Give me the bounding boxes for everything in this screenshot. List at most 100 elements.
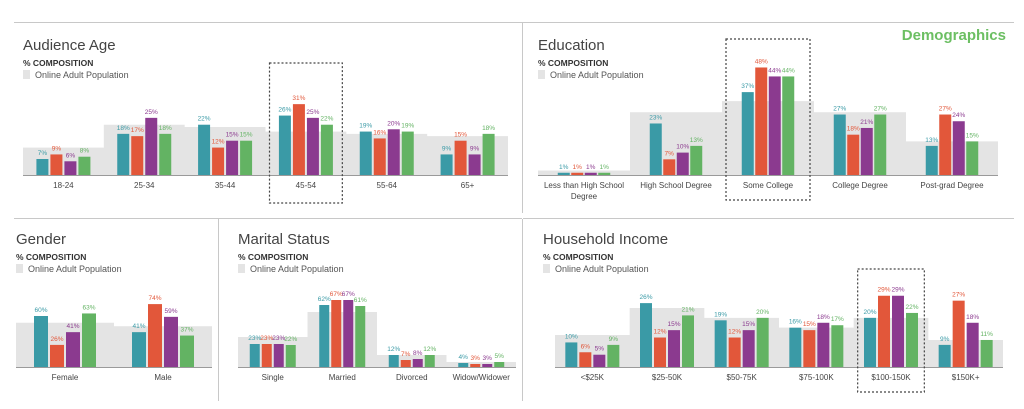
highlight-box: [857, 268, 925, 393]
bar: [180, 335, 194, 367]
legend-label: Online Adult Population: [28, 264, 122, 274]
category-label: High School Degree: [640, 181, 712, 190]
data-label: 7%: [38, 150, 48, 157]
data-label: 9%: [609, 336, 619, 343]
bar: [584, 172, 597, 175]
data-label: 37%: [741, 83, 754, 90]
data-label: 8%: [413, 350, 423, 357]
data-label: 23%: [272, 335, 285, 342]
bar: [240, 140, 253, 175]
bar: [676, 152, 689, 175]
chart-svg: 10%6% 5%9%<$25K26%12%15%21%$25-50K19%12%1…: [555, 268, 1003, 393]
legend-label: Online Adult Population: [555, 264, 649, 274]
data-label: 44%: [782, 67, 795, 74]
bar: [50, 344, 64, 367]
data-label: 21%: [860, 119, 873, 126]
data-label: 18%: [159, 125, 172, 132]
data-label: 74%: [148, 295, 161, 302]
bar: [468, 154, 481, 175]
data-label: 20%: [863, 309, 876, 316]
divider-horizontal-right: [523, 218, 1014, 219]
bar: [938, 344, 951, 367]
brand-title: Demographics: [901, 27, 1006, 44]
data-label: 1%: [573, 164, 583, 171]
chart-subtitle: % COMPOSITION: [543, 252, 614, 262]
category-label: Divorced: [396, 373, 428, 382]
chart-subtitle: % COMPOSITION: [23, 58, 94, 68]
bar: [306, 117, 319, 175]
category-label: Post-grad Degree: [920, 181, 984, 190]
bar: [285, 345, 296, 367]
data-label: 25%: [145, 109, 158, 116]
divider-vertical-top: [522, 23, 523, 213]
bar: [494, 362, 505, 367]
bar: [571, 172, 584, 175]
bar: [159, 133, 172, 175]
chart-legend: Online Adult Population: [23, 70, 129, 80]
bar: [966, 141, 979, 175]
data-label: 19%: [401, 123, 414, 130]
bar: [164, 316, 178, 367]
data-label: 1%: [586, 164, 596, 171]
data-label: 19%: [359, 123, 372, 130]
data-label: 27%: [874, 106, 887, 113]
bar: [401, 131, 414, 175]
data-label: 8%: [80, 148, 90, 155]
bar: [319, 305, 330, 367]
chart-title: Education: [538, 37, 605, 54]
bar: [878, 295, 890, 367]
bar: [925, 145, 938, 175]
data-label: 1%: [600, 164, 610, 171]
bar: [355, 306, 366, 367]
category-label: $75-100K: [799, 373, 834, 382]
data-label: 22%: [320, 116, 333, 123]
data-label: 12%: [423, 346, 436, 353]
bar: [817, 322, 830, 367]
data-label: 63%: [82, 304, 95, 311]
bar: [565, 342, 578, 367]
data-label: 27%: [939, 106, 952, 113]
bar: [198, 124, 211, 175]
population-area: [555, 308, 1003, 367]
chart-subtitle: % COMPOSITION: [538, 58, 609, 68]
data-label: 15%: [803, 321, 816, 328]
bar: [249, 344, 260, 367]
data-label: 18%: [117, 125, 130, 132]
bar: [131, 136, 144, 175]
data-label: 48%: [755, 58, 768, 65]
bar: [482, 364, 493, 367]
divider-horizontal-left: [14, 218, 522, 219]
bar: [789, 327, 802, 367]
category-label: 45-54: [296, 181, 317, 190]
bar: [579, 352, 592, 367]
chart-legend: Online Adult Population: [538, 70, 644, 80]
bar: [668, 330, 680, 367]
bar: [649, 123, 662, 175]
chart-title: Gender: [16, 231, 67, 248]
bar: [261, 344, 272, 367]
bar: [952, 121, 965, 175]
bar: [132, 332, 146, 367]
data-label: 22%: [198, 116, 211, 123]
data-label: 15%: [240, 132, 253, 139]
bar: [388, 355, 399, 367]
data-label: 6%: [581, 343, 591, 350]
bar: [728, 337, 741, 367]
bar: [343, 300, 354, 367]
chart-legend: Online Adult Population: [543, 264, 649, 274]
bar: [939, 114, 952, 175]
bar: [320, 124, 333, 175]
data-label: 3%: [483, 355, 493, 362]
data-label: 16%: [373, 129, 386, 136]
category-label: $50-75K: [727, 373, 758, 382]
bar: [373, 138, 386, 175]
data-label: 67%: [342, 291, 355, 298]
data-label: 1%: [559, 164, 569, 171]
bar: [36, 159, 49, 175]
data-label: 37%: [180, 327, 193, 334]
bar: [278, 115, 291, 175]
data-label: 41%: [66, 323, 79, 330]
data-label: 13%: [925, 137, 938, 144]
bar: [833, 114, 846, 175]
